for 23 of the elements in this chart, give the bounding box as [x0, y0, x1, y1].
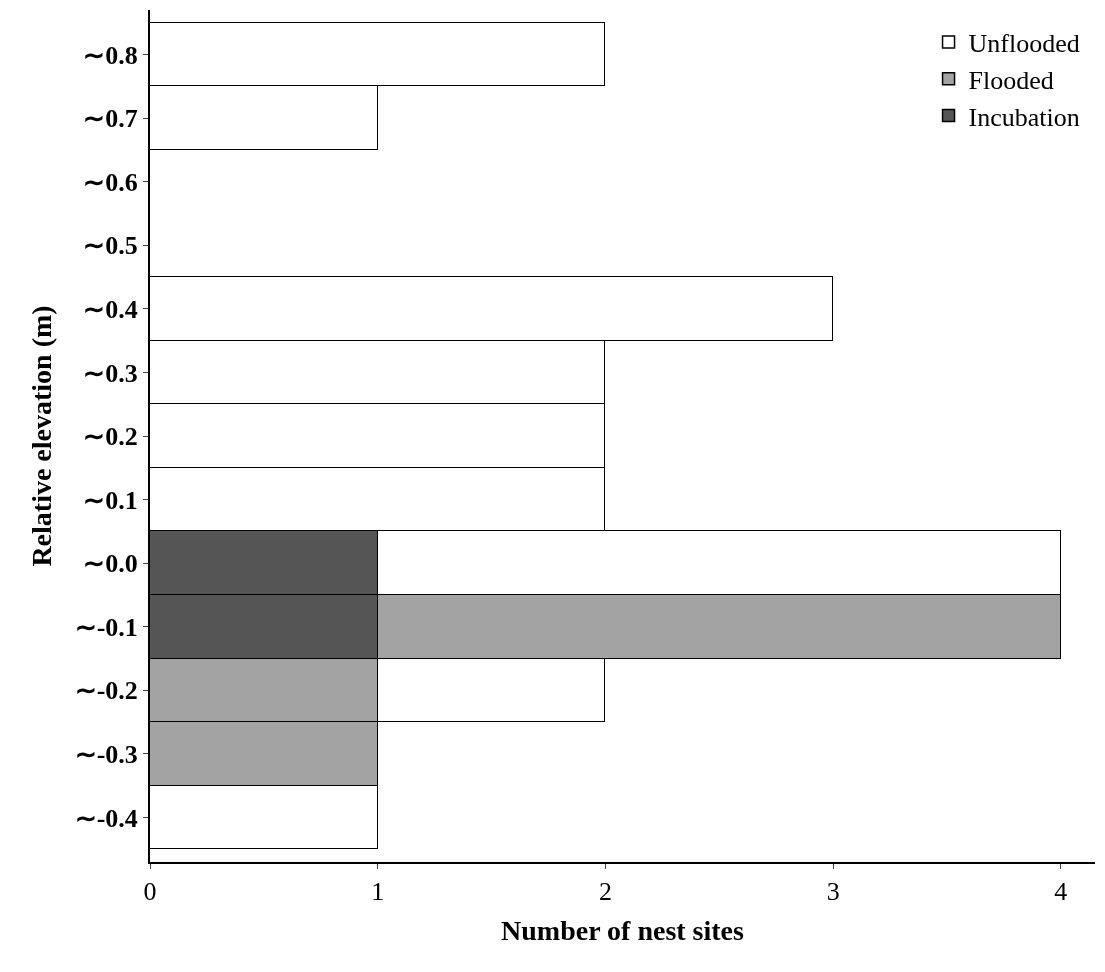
x-tick-label: 2: [598, 877, 612, 907]
y-tick-label: ∼0.4: [83, 294, 138, 324]
x-tick-label: 1: [371, 877, 385, 907]
legend-label: Unflooded: [968, 29, 1080, 59]
x-axis-title: Number of nest sites: [501, 914, 745, 946]
y-tick-label: ∼0.2: [83, 422, 138, 452]
y-tick-label: ∼0.8: [83, 40, 138, 70]
y-tick-label: ∼0.7: [83, 104, 138, 134]
y-tick-label: ∼-0.3: [74, 740, 138, 770]
legend-label: Incubation: [968, 102, 1080, 132]
y-tick-label: ∼0.1: [83, 485, 138, 515]
legend-label: Flooded: [968, 65, 1054, 95]
y-tick-label: ∼-0.2: [74, 676, 138, 706]
y-tick-label: ∼-0.1: [74, 612, 138, 642]
y-axis-title: Relative elevation (m): [25, 305, 57, 567]
y-tick-label: ∼0.3: [83, 358, 138, 388]
y-tick-label: ∼0.0: [83, 549, 138, 579]
x-tick-label: 0: [143, 877, 157, 907]
y-tick-label: ∼0.6: [83, 167, 138, 197]
x-tick-label: 4: [1054, 877, 1068, 907]
x-tick-label: 3: [826, 877, 840, 907]
y-tick-label: ∼0.5: [83, 231, 138, 261]
y-tick-label: ∼-0.4: [74, 803, 138, 833]
